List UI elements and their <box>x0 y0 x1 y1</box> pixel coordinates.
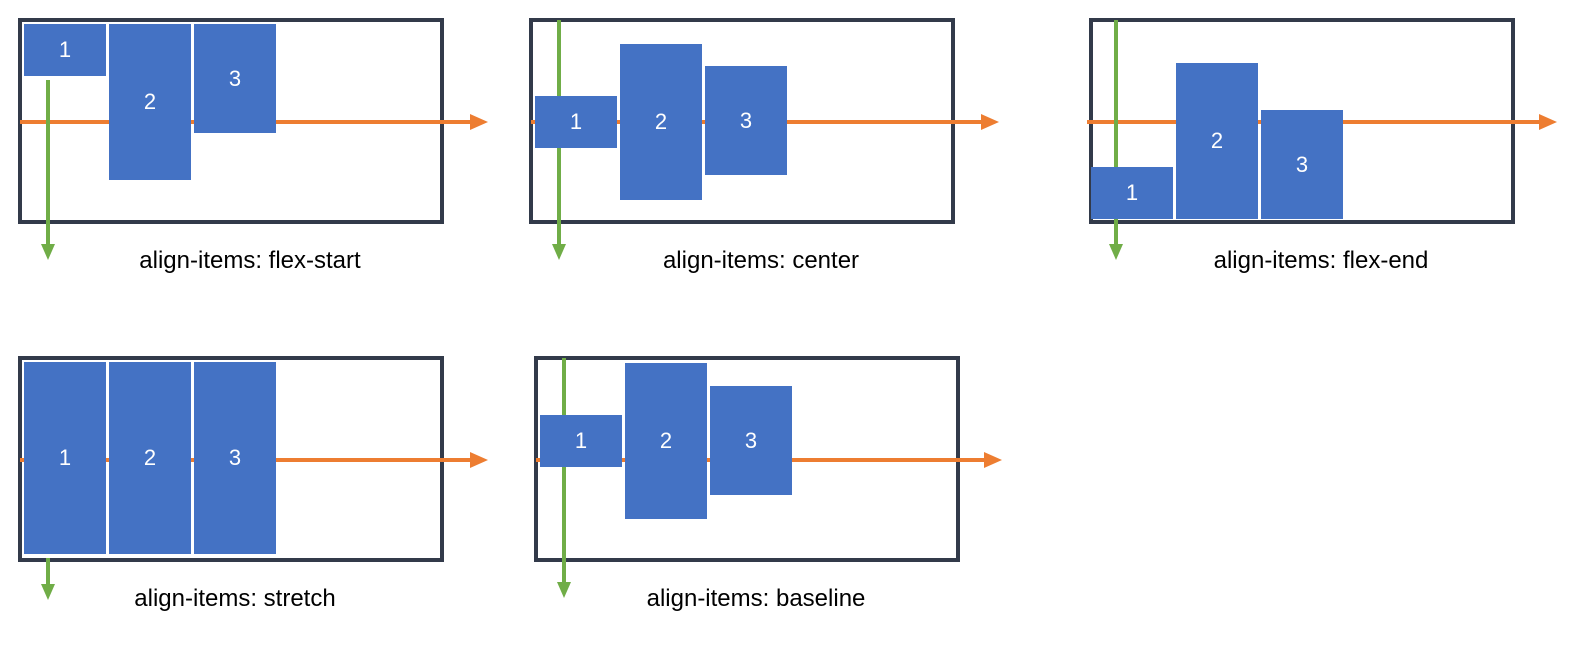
cross-axis-arrowhead <box>1109 244 1123 260</box>
caption: align-items: stretch <box>134 585 336 612</box>
cross-axis <box>41 558 55 600</box>
panel-center: 1 2 3 align-items: center <box>511 0 1031 290</box>
panel-baseline: 1 2 3 align-items: baseline <box>516 338 1036 628</box>
item-label: 3 <box>1295 151 1309 177</box>
cross-axis-arrowhead <box>41 584 55 600</box>
cross-axis-arrowhead <box>557 582 571 598</box>
item-label: 2 <box>1210 128 1224 153</box>
item-label: 1 <box>58 445 72 470</box>
item-label: 2 <box>143 89 157 114</box>
main-axis-arrowhead <box>981 114 999 130</box>
caption: align-items: baseline <box>646 585 866 612</box>
flex-item-1: 1 <box>24 362 106 554</box>
flex-item-3: 3 <box>194 362 276 554</box>
cross-axis <box>41 80 55 260</box>
cross-axis-arrowhead <box>41 244 55 260</box>
flex-item-3: 3 <box>1261 110 1343 219</box>
item-label: 1 <box>574 428 588 453</box>
main-axis-arrowhead <box>470 114 488 130</box>
caption: align-items: center <box>662 247 860 274</box>
item-label: 2 <box>654 109 668 134</box>
flex-item-1: 1 <box>1091 167 1173 219</box>
item-label: 3 <box>228 65 242 91</box>
flex-item-2: 2 <box>109 24 191 180</box>
cross-axis-arrowhead <box>552 244 566 260</box>
item-label: 1 <box>1125 180 1139 205</box>
flex-item-1: 1 <box>535 96 617 148</box>
flex-item-2: 2 <box>620 44 702 200</box>
flex-item-2: 2 <box>109 362 191 554</box>
caption: align-items: flex-start <box>139 247 361 274</box>
panel-flex-end: 1 2 3 align-items: flex-end <box>1071 0 1591 290</box>
item-label: 2 <box>143 445 157 470</box>
item-label: 1 <box>58 37 72 62</box>
item-label: 3 <box>744 427 758 453</box>
item-label: 3 <box>739 107 753 133</box>
main-axis-arrowhead <box>470 452 488 468</box>
panel-stretch: 1 2 3 align-items: stretch <box>0 338 520 628</box>
item-label: 1 <box>569 109 583 134</box>
flex-item-2: 2 <box>1176 63 1258 219</box>
flex-item-1: 1 <box>540 415 622 467</box>
flex-item-1: 1 <box>24 24 106 76</box>
main-axis-arrowhead <box>1539 114 1557 130</box>
main-axis-arrowhead <box>984 452 1002 468</box>
caption: align-items: flex-end <box>1213 247 1429 274</box>
flex-item-3: 3 <box>710 386 792 495</box>
flex-item-3: 3 <box>194 24 276 133</box>
panel-flex-start: 1 2 3 align-items: flex-start <box>0 0 520 290</box>
flex-item-2: 2 <box>625 363 707 519</box>
item-label: 3 <box>228 445 242 470</box>
flex-item-3: 3 <box>705 66 787 175</box>
item-label: 2 <box>659 428 673 453</box>
